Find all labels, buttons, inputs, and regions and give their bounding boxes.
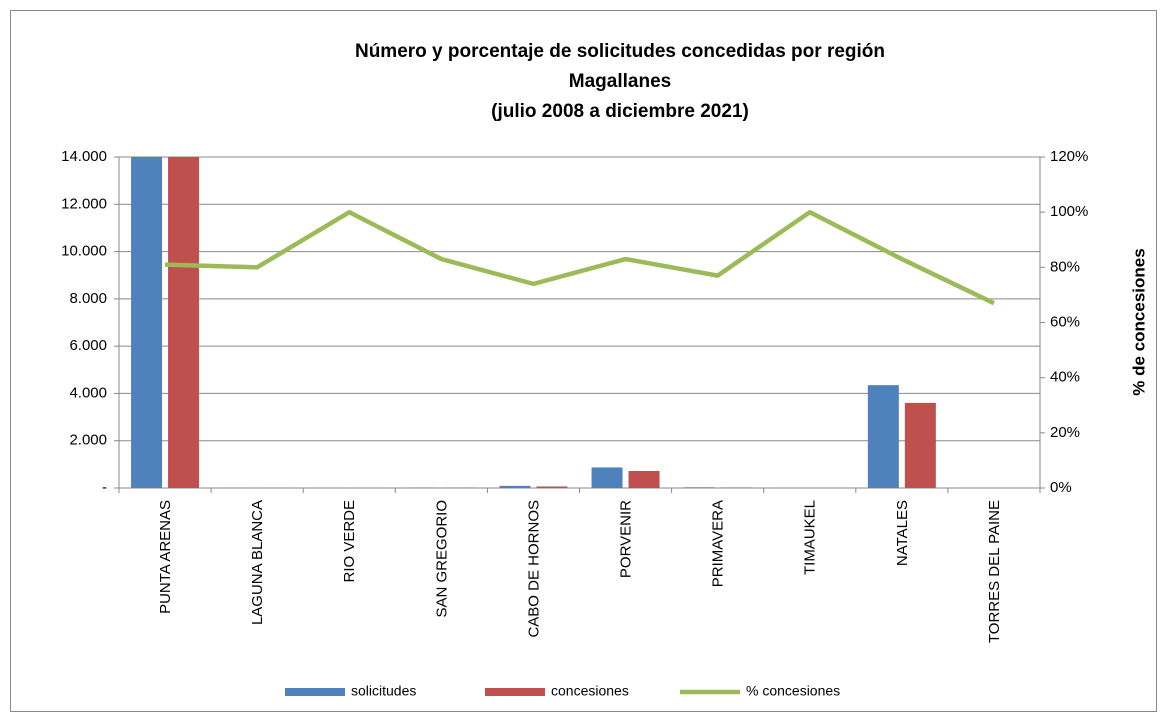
y-tick-label: 4.000: [69, 384, 107, 401]
y-tick-label: -: [102, 479, 107, 496]
chart-title: Número y porcentaje de solicitudes conce…: [355, 41, 885, 62]
bar: [131, 157, 163, 488]
y-tick-label: 2.000: [69, 432, 107, 449]
bar: [720, 487, 752, 488]
chart-border: [10, 10, 1157, 712]
bar: [168, 157, 200, 488]
y-tick-label: 12.000: [61, 195, 107, 212]
x-tick-label: PORVENIR: [618, 500, 635, 578]
legend-label: concesiones: [551, 683, 629, 699]
bar: [683, 487, 715, 488]
x-tick-label: SAN GREGORIO: [433, 500, 450, 618]
bar: [628, 470, 660, 488]
legend-swatch: [285, 688, 345, 696]
line: [164, 209, 995, 306]
chart-title: Magallanes: [569, 71, 671, 92]
legend-label: % concesiones: [746, 683, 840, 699]
x-tick-label: LAGUNA BLANCA: [249, 500, 266, 625]
x-tick-label: CABO DE HORNOS: [525, 500, 542, 638]
y2-tick-label: 100%: [1050, 203, 1088, 220]
x-tick-label: PRIMAVERA: [710, 500, 727, 587]
x-tick-label: RIO VERDE: [341, 500, 358, 583]
y-tick-label: 14.000: [61, 148, 107, 165]
y2-tick-label: 0%: [1050, 479, 1072, 496]
y2-tick-label: 40%: [1050, 369, 1080, 386]
y2-tick-label: 80%: [1050, 258, 1080, 275]
bar: [536, 486, 568, 488]
x-tick-label: TIMAUKEL: [802, 500, 819, 575]
x-tick-label: NATALES: [894, 500, 911, 566]
y2-tick-label: 120%: [1050, 148, 1088, 165]
x-tick-label: TORRES DEL PAINE: [986, 500, 1003, 643]
legend-label: solicitudes: [351, 683, 416, 699]
x-tick-label: PUNTA ARENAS: [157, 500, 174, 614]
chart-title: (julio 2008 a diciembre 2021): [491, 101, 749, 122]
bar: [904, 402, 936, 488]
y2-axis-title: % de concesiones: [1129, 248, 1148, 395]
y-tick-label: 8.000: [69, 290, 107, 307]
y-tick-label: 10.000: [61, 243, 107, 260]
y-tick-label: 6.000: [69, 337, 107, 354]
bar: [867, 385, 899, 488]
bar: [499, 485, 531, 488]
bar: [591, 467, 623, 488]
legend-swatch: [485, 688, 545, 696]
y2-tick-label: 20%: [1050, 424, 1080, 441]
y2-tick-label: 60%: [1050, 313, 1080, 330]
plot-area: [131, 157, 1028, 488]
